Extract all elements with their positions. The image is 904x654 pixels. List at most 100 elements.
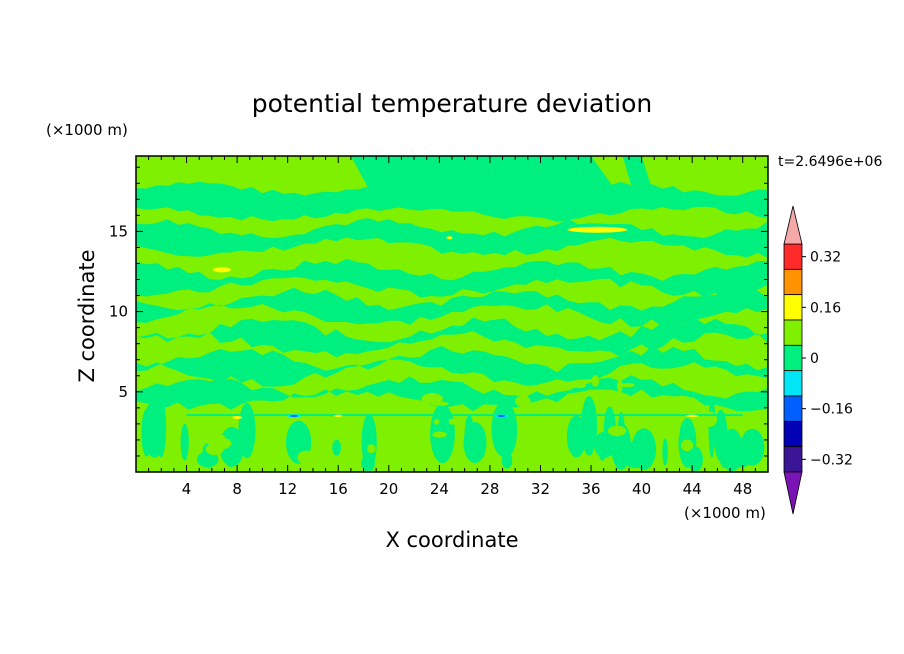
contour-cell bbox=[361, 414, 377, 470]
contour-positive-spot bbox=[686, 414, 699, 418]
chart-title: potential temperature deviation bbox=[252, 89, 652, 118]
contour-negative-spot bbox=[290, 414, 298, 417]
contour-cell bbox=[421, 393, 443, 405]
contour-cell bbox=[573, 382, 586, 389]
contour-cell bbox=[249, 459, 270, 466]
x-tick-label: 48 bbox=[733, 480, 752, 498]
contour-cell bbox=[432, 431, 447, 438]
x-tick-label: 36 bbox=[581, 480, 600, 498]
contour-cell bbox=[591, 375, 599, 387]
contour-cell bbox=[208, 434, 226, 439]
contour-cell bbox=[681, 439, 694, 452]
contour-cell bbox=[167, 407, 174, 415]
contour-band bbox=[136, 345, 768, 387]
contour-cell bbox=[703, 411, 718, 427]
colorbar-segment bbox=[783, 446, 803, 473]
contour-cell bbox=[321, 404, 337, 417]
contour-cell bbox=[409, 429, 414, 437]
contour-cell bbox=[332, 439, 341, 456]
colorbar-segment bbox=[783, 243, 803, 270]
contour-layer bbox=[186, 414, 743, 417]
contour-cell bbox=[497, 403, 518, 457]
contour-cell bbox=[434, 419, 440, 425]
colorbar-under-triangle bbox=[783, 471, 803, 515]
contour-positive-spot bbox=[334, 414, 343, 418]
colorbar-segment bbox=[783, 370, 803, 397]
contour-cell bbox=[514, 395, 531, 407]
y-unit-label: (×1000 m) bbox=[46, 121, 128, 139]
x-tick-label: 40 bbox=[632, 480, 651, 498]
contour-cell bbox=[142, 400, 167, 458]
contour-positive-spot bbox=[567, 226, 628, 233]
colorbar-segment bbox=[783, 420, 803, 448]
contour-cell bbox=[464, 414, 474, 454]
contour-negative-spot bbox=[497, 414, 506, 417]
contour-cell bbox=[354, 408, 372, 414]
time-label: t=2.6496e+06 bbox=[778, 154, 882, 170]
colorbar-tick-label: −0.32 bbox=[810, 452, 853, 468]
y-tick-label: 10 bbox=[109, 303, 128, 321]
contour-band bbox=[136, 317, 768, 358]
x-tick-label: 16 bbox=[329, 480, 348, 498]
contour-band bbox=[136, 286, 768, 328]
colorbar-segment bbox=[783, 395, 803, 422]
y-axis-ticks: 5 10 15 bbox=[109, 166, 768, 457]
contour-cell bbox=[662, 438, 668, 466]
colorbar-segment bbox=[783, 294, 803, 321]
x-tick-label: 20 bbox=[379, 480, 398, 498]
colorbar-tick-label: 0.32 bbox=[810, 250, 841, 266]
contour-cell bbox=[328, 396, 344, 403]
x-tick-label: 28 bbox=[480, 480, 499, 498]
x-tick-label: 44 bbox=[683, 480, 702, 498]
contour-cell bbox=[430, 401, 449, 406]
contour-cell bbox=[598, 436, 607, 461]
contour-cell bbox=[607, 425, 627, 437]
x-unit-label: (×1000 m) bbox=[684, 504, 766, 522]
contour-cell bbox=[573, 459, 592, 473]
contour-cell bbox=[209, 437, 232, 450]
contour-cell bbox=[617, 379, 623, 393]
contour-cell bbox=[262, 435, 270, 450]
colorbar-tick-label: 0.16 bbox=[810, 300, 841, 316]
contour-cell bbox=[618, 383, 635, 387]
contour-field bbox=[136, 156, 768, 473]
contour-cell bbox=[297, 450, 315, 465]
contour-cell bbox=[301, 408, 311, 424]
contour-cell bbox=[367, 444, 376, 454]
contour-positive-spot bbox=[446, 236, 453, 240]
contour-cell bbox=[501, 452, 513, 469]
contour-region bbox=[622, 156, 655, 200]
contour-band bbox=[136, 258, 768, 298]
colorbar-tick-label: 0 bbox=[810, 351, 819, 367]
x-axis-label: X coordinate bbox=[385, 528, 518, 552]
contour-cell bbox=[219, 426, 245, 467]
contour-cell bbox=[688, 446, 703, 472]
contour-cell bbox=[180, 423, 189, 461]
colorbar-tick-label: −0.16 bbox=[810, 402, 853, 418]
contour-cell bbox=[566, 415, 587, 458]
contour-cell bbox=[740, 428, 765, 466]
x-tick-label: 24 bbox=[430, 480, 449, 498]
colorbar-over-triangle bbox=[783, 205, 803, 245]
x-tick-label: 8 bbox=[232, 480, 242, 498]
x-tick-label: 4 bbox=[182, 480, 192, 498]
contour-positive-spot bbox=[232, 415, 243, 419]
colorbar-segment bbox=[783, 344, 803, 372]
contour-region bbox=[350, 156, 617, 203]
contour-cell bbox=[675, 422, 681, 437]
colorbar: 0.32 0.16 0 −0.16 −0.32 bbox=[783, 205, 853, 515]
y-tick-label: 15 bbox=[109, 222, 128, 240]
y-axis-label: Z coordinate bbox=[75, 249, 99, 382]
colorbar-segment bbox=[783, 268, 803, 296]
x-axis-ticks: 4 8 12 16 20 24 28 32 36 40 44 48 bbox=[148, 156, 756, 498]
contour-cell bbox=[622, 441, 646, 469]
x-tick-label: 12 bbox=[278, 480, 297, 498]
contour-cell bbox=[714, 409, 728, 462]
contour-band bbox=[136, 375, 768, 412]
contour-cell bbox=[160, 459, 183, 470]
y-tick-label: 5 bbox=[118, 383, 128, 401]
colorbar-segment bbox=[783, 319, 803, 346]
contour-positive-spot bbox=[212, 267, 231, 273]
